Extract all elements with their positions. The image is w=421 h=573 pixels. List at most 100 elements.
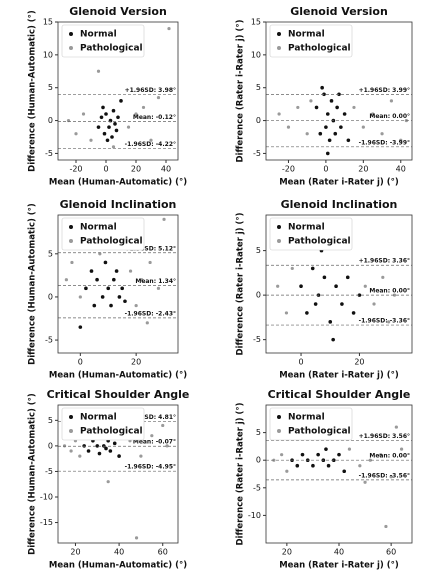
data-point <box>347 447 352 451</box>
legend-marker <box>277 239 281 243</box>
legend-label: Pathological <box>288 237 351 247</box>
legend-label: Normal <box>288 30 325 40</box>
data-point <box>111 108 116 113</box>
chart-panel: +1.96SD: 3.99° Mean: 0.00° -1.96SD: -3.99°… <box>236 5 413 188</box>
data-point <box>363 480 367 484</box>
y-tick-label: 5 <box>48 83 53 92</box>
y-tick-label: 5 <box>256 246 261 255</box>
y-tick-label: 15 <box>43 18 53 27</box>
reference-label: -1.96SD: -3.56° <box>359 472 410 479</box>
legend: Normal Pathological <box>269 217 353 251</box>
data-point <box>69 449 73 453</box>
y-axis-label: Difference (Human-Automatic) (°) <box>28 393 38 555</box>
legend-box <box>269 24 353 58</box>
y-tick-label: 0 <box>48 441 53 450</box>
data-point <box>299 284 303 289</box>
data-point <box>363 284 367 288</box>
chart-title: Glenoid Version <box>69 5 167 18</box>
x-tick-label: 0 <box>323 165 328 174</box>
data-point <box>284 311 289 315</box>
legend-box <box>61 217 145 251</box>
data-point <box>97 451 102 456</box>
data-point <box>384 524 388 529</box>
data-point <box>167 26 171 31</box>
data-point <box>134 112 138 116</box>
legend-box <box>269 407 353 441</box>
data-point <box>339 125 343 129</box>
data-point <box>331 337 335 342</box>
data-point <box>139 454 143 458</box>
data-point <box>371 112 375 116</box>
data-point <box>345 275 350 280</box>
data-point <box>309 99 313 103</box>
data-point <box>120 286 124 291</box>
y-tick-label: -10 <box>248 511 261 520</box>
x-axis-label: Mean (Rater i-Rater j) (°) <box>279 178 399 188</box>
legend-marker <box>69 225 73 229</box>
data-point <box>128 269 133 273</box>
legend-label: Pathological <box>288 44 351 54</box>
legend: Normal Pathological <box>269 407 353 441</box>
chart-title: Critical Shoulder Angle <box>47 388 190 401</box>
data-point <box>96 125 101 129</box>
data-point <box>325 112 330 116</box>
data-point <box>117 454 121 458</box>
data-point <box>116 115 120 120</box>
y-tick-label: -5 <box>253 335 261 344</box>
data-point <box>337 452 341 457</box>
x-axis-label: Mean (Human-Automatic) (°) <box>49 561 187 571</box>
data-point <box>290 266 294 271</box>
x-tick-label: -20 <box>282 165 295 174</box>
reference-label: +1.96SD: 3.99° <box>359 87 410 94</box>
data-point <box>140 278 144 282</box>
data-point <box>74 132 78 136</box>
reference-label: +1.96SD: 4.81° <box>125 414 176 421</box>
data-point <box>399 447 404 451</box>
data-point <box>379 453 383 457</box>
reference-label: +1.96SD: 3.36° <box>359 258 410 265</box>
reference-label: -1.96SD: -4.95° <box>125 464 176 471</box>
x-tick-label: 0 <box>298 358 303 367</box>
y-axis-label: Difference (Human-Automatic) (°) <box>28 203 38 365</box>
data-point <box>372 302 376 306</box>
legend-label: Normal <box>80 413 117 423</box>
data-point <box>123 299 127 304</box>
legend-marker <box>277 429 281 433</box>
legend-marker <box>69 429 73 433</box>
chart-title: Glenoid Version <box>290 5 388 18</box>
data-point <box>156 286 161 290</box>
x-tick-label: 60 <box>158 548 168 557</box>
data-point <box>84 286 88 291</box>
data-point <box>89 269 94 273</box>
legend-label: Pathological <box>288 427 351 437</box>
data-point <box>333 131 338 136</box>
data-point <box>165 444 169 448</box>
data-point <box>112 441 117 446</box>
data-point <box>114 128 119 133</box>
y-tick-label: 5 <box>48 249 53 258</box>
data-point <box>295 463 300 468</box>
data-point <box>107 125 111 129</box>
reference-label: Mean: 0.00° <box>369 113 410 120</box>
data-point <box>149 138 153 142</box>
data-point <box>108 449 113 453</box>
data-point <box>311 463 315 468</box>
data-point <box>78 325 83 329</box>
data-point <box>296 105 300 110</box>
data-point <box>322 92 326 97</box>
data-point <box>110 135 114 139</box>
y-tick-label: 15 <box>251 18 261 27</box>
reference-label: +1.96SD: 3.56° <box>359 433 410 440</box>
data-point <box>326 463 331 468</box>
reference-label: -1.96SD: -3.99° <box>359 139 410 146</box>
data-point <box>389 475 393 479</box>
y-axis-label: Difference (Rater i-Rater j) (°) <box>236 212 246 355</box>
x-tick-label: 0 <box>78 358 83 367</box>
reference-label: Mean: -0.07° <box>133 439 176 446</box>
data-point <box>106 286 111 291</box>
data-point <box>92 303 97 308</box>
legend-label: Normal <box>80 223 117 233</box>
data-point <box>102 444 106 448</box>
data-point <box>387 320 391 324</box>
x-axis-label: Mean (Human-Automatic) (°) <box>49 371 187 381</box>
